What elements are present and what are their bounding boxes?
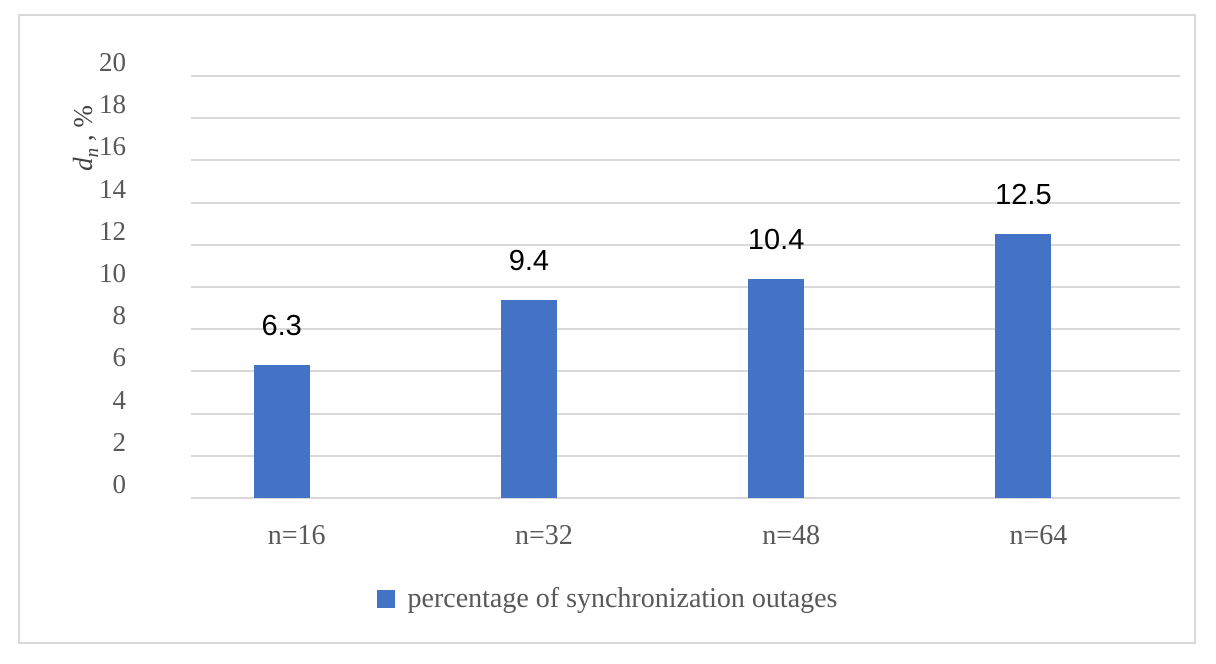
y-axis-title-symbol: d	[67, 157, 98, 171]
y-tick-label: 20	[99, 47, 126, 77]
bar	[748, 278, 805, 498]
y-axis-title-suffix: , %	[67, 105, 98, 148]
x-category-label: n=16	[267, 520, 326, 551]
gridline	[191, 243, 1180, 246]
gridline	[191, 117, 1180, 120]
x-category-label: n=32	[514, 520, 573, 551]
y-tick-label: 12	[99, 215, 126, 246]
gridline	[191, 75, 1180, 77]
legend-label: percentage of synchronization outages	[407, 583, 838, 614]
gridline	[191, 497, 1180, 499]
y-tick-label: 2	[112, 426, 127, 457]
legend-swatch	[376, 590, 395, 608]
bar-value-label: 12.5	[995, 179, 1052, 212]
gridline	[191, 286, 1180, 288]
bar-value-label: 10.4	[747, 223, 805, 256]
bar	[995, 234, 1052, 498]
y-tick-label: 18	[99, 89, 126, 120]
y-tick-label: 10	[99, 258, 126, 288]
gridline	[191, 412, 1180, 415]
y-tick-label: 8	[112, 300, 127, 331]
bar	[500, 299, 557, 498]
x-category-label: n=48	[762, 520, 821, 551]
gridline	[191, 454, 1180, 457]
gridline	[191, 159, 1180, 162]
y-tick-label: 0	[112, 469, 127, 499]
x-category-label: n=64	[1009, 520, 1068, 551]
y-tick-label: 14	[99, 173, 126, 204]
bar	[253, 365, 310, 498]
gridline	[191, 201, 1180, 204]
bar-value-label: 6.3	[261, 310, 302, 343]
y-tick-label: 6	[112, 342, 127, 373]
gridline	[191, 328, 1180, 331]
legend: percentage of synchronization outages	[20, 582, 1194, 616]
chart-figure: dn , % 0 2 4 6 8 10 12 14 16 18 20 6.3 9.4 10.4 12.5 …	[18, 14, 1196, 644]
plot-area: 6.3 9.4 10.4 12.5	[191, 75, 1180, 499]
y-tick-label: 4	[112, 384, 127, 415]
bar-value-label: 9.4	[508, 244, 550, 277]
y-tick-label: 16	[99, 131, 126, 162]
gridline	[191, 370, 1180, 373]
